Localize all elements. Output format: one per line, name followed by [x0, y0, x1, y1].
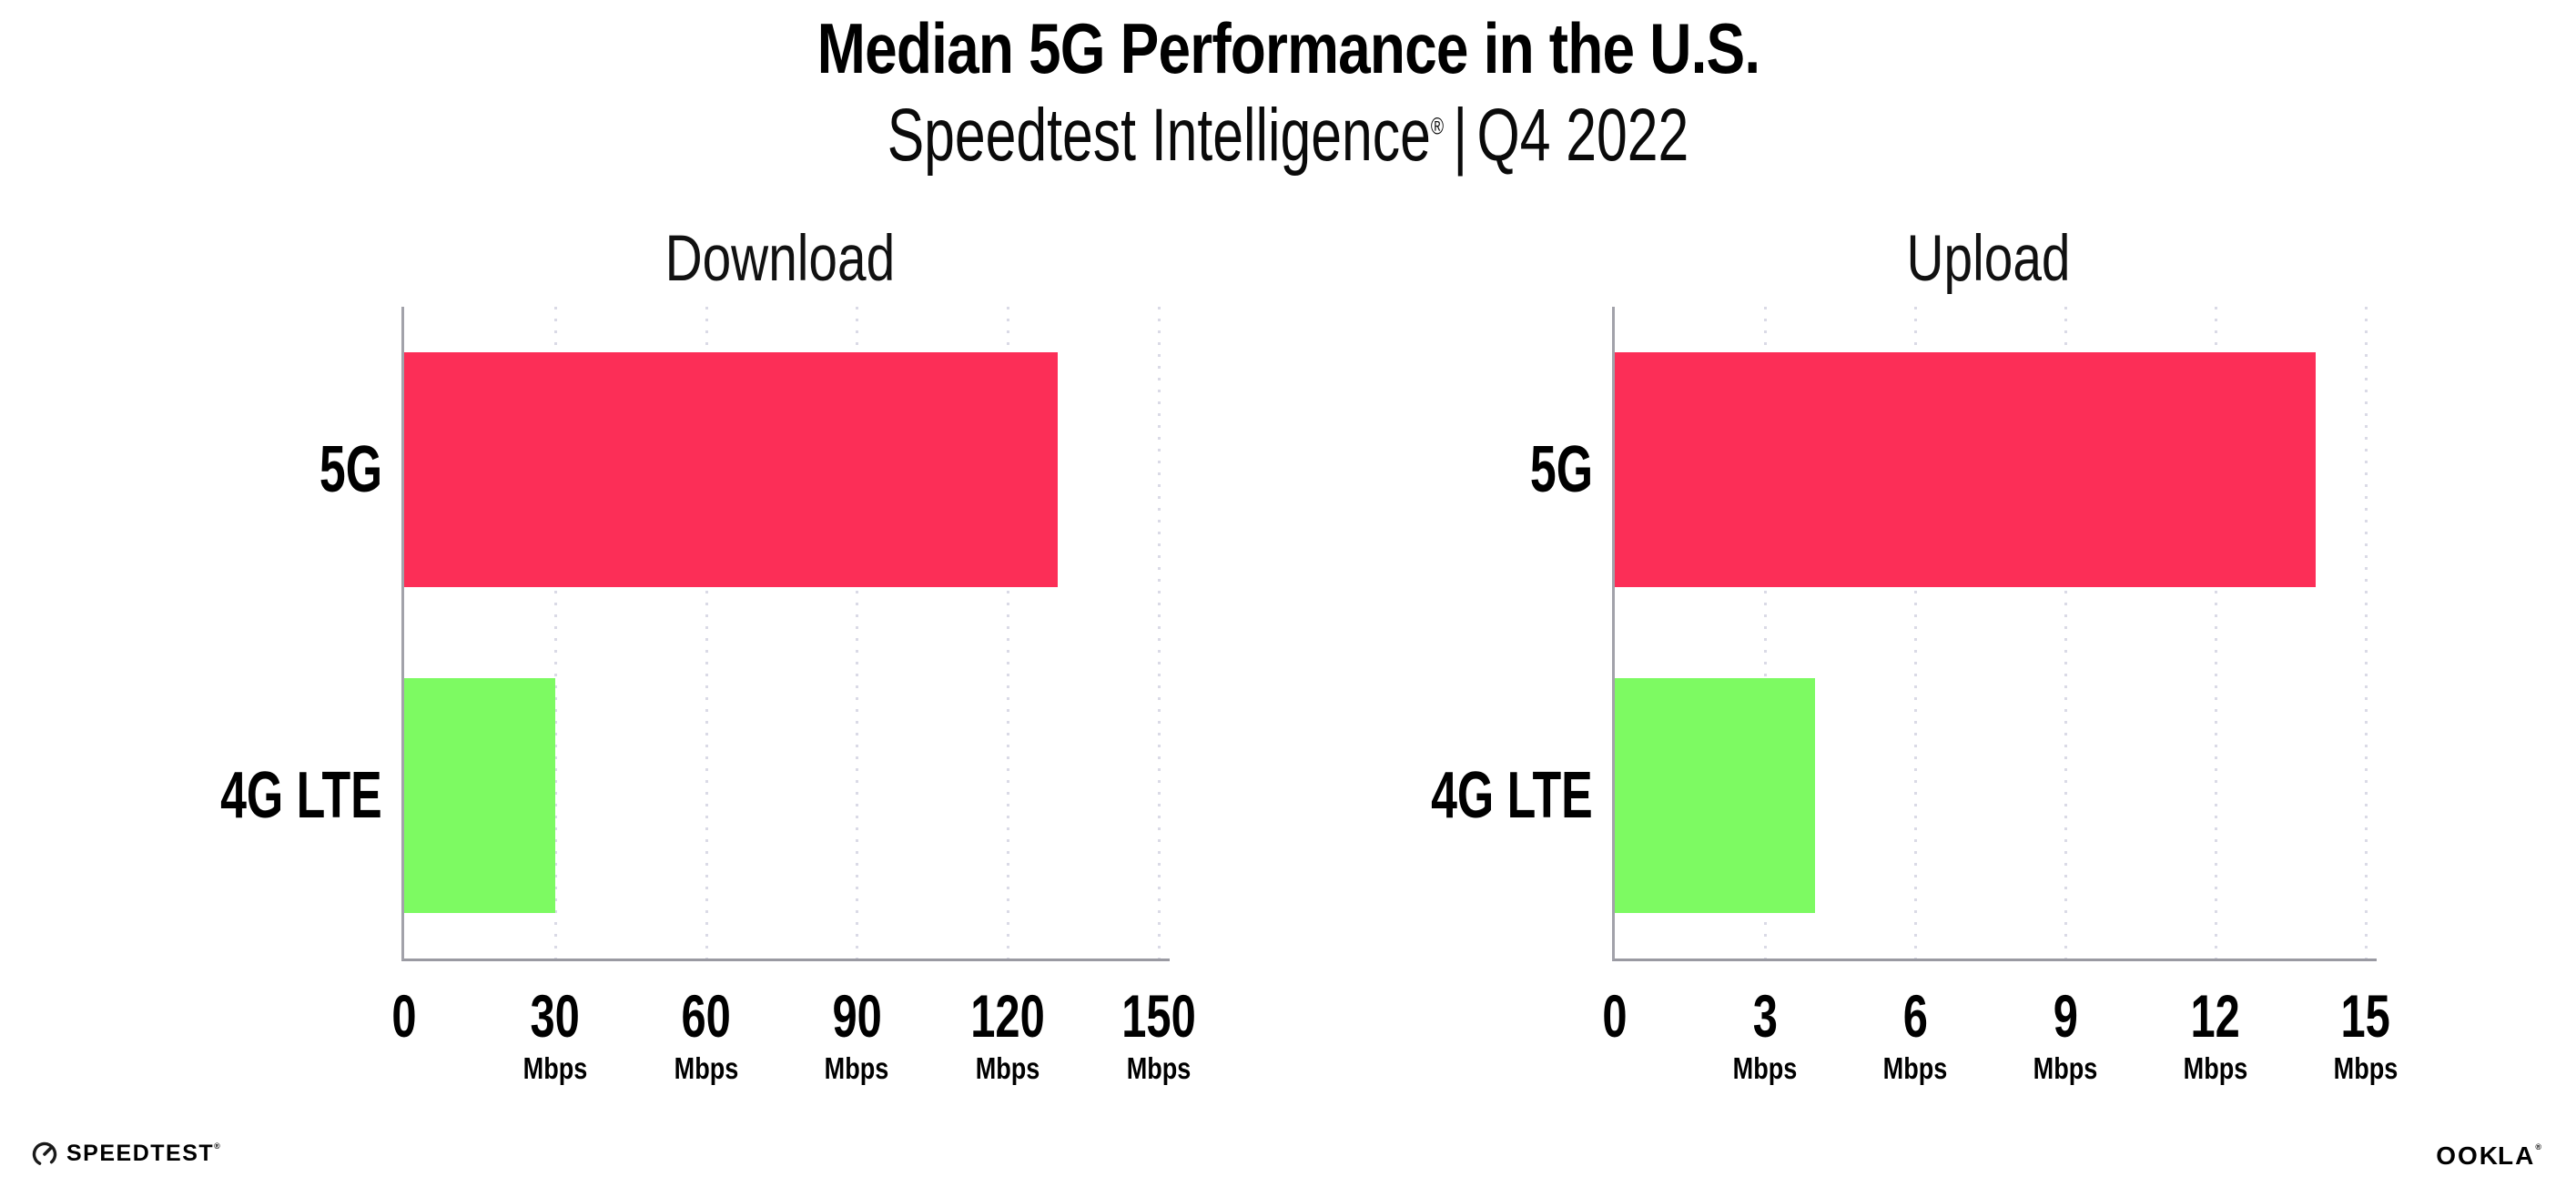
- x-axis-tick-label-60: 60 Mbps: [667, 986, 745, 1083]
- category-label-5g: 5G: [1529, 433, 1593, 506]
- gridline-15: [2365, 307, 2368, 959]
- subtitle-brand: Speedtest Intelligence: [887, 94, 1431, 177]
- bar-5g: [404, 352, 1059, 587]
- tick-value: 60: [681, 982, 731, 1050]
- x-axis-tick-label-150: 150 Mbps: [1109, 986, 1209, 1083]
- download-chart-title: Download: [664, 223, 896, 295]
- upload-chart-title: Upload: [1906, 223, 2070, 295]
- ookla-registered-mark: ®: [2535, 1142, 2543, 1151]
- x-axis-tick-label-90: 90 Mbps: [817, 986, 896, 1083]
- x-axis-tick-label-3: 3 Mbps: [1726, 986, 1804, 1083]
- upload-plot-area: 0 3 Mbps 6 Mbps 9 Mbps 12 Mbps 15 Mbps 5G 4G LTE: [1431, 307, 2398, 1083]
- ookla-wordmark-k: K: [2479, 1141, 2499, 1170]
- figure-subtitle: Speedtest Intelligence® | Q4 2022: [0, 98, 2576, 173]
- bar-5g: [1615, 352, 2316, 587]
- x-axis-tick-label-0: 0: [388, 986, 421, 1046]
- x-axis-tick-label-120: 120 Mbps: [958, 986, 1058, 1083]
- tick-value: 150: [1121, 982, 1196, 1050]
- x-axis-tick-label-12: 12 Mbps: [2176, 986, 2255, 1083]
- subtitle-separator: |: [1453, 94, 1468, 177]
- tick-value: 30: [530, 982, 580, 1050]
- tick-value: 6: [1902, 982, 1928, 1050]
- gridline-120: [1007, 307, 1010, 959]
- category-label-5g: 5G: [319, 433, 382, 506]
- category-label-4g-lte: 4G LTE: [1431, 759, 1593, 832]
- tick-value: 12: [2190, 982, 2241, 1050]
- tick-unit: Mbps: [2333, 1051, 2399, 1085]
- gridline-90: [856, 307, 859, 959]
- tick-unit: Mbps: [975, 1051, 1040, 1085]
- ookla-logo: OOKLA®: [2436, 1143, 2543, 1169]
- gridline-150: [1158, 307, 1161, 959]
- tick-value: 15: [2340, 982, 2391, 1050]
- download-plot-area: 0 30 Mbps 60 Mbps 90 Mbps 120 Mbps 150 Mbps 5G 4G LT…: [220, 307, 1196, 1083]
- ookla-wordmark-left: OO: [2436, 1141, 2480, 1170]
- speedtest-logo: SPEEDTEST®: [31, 1140, 221, 1167]
- x-axis-tick-label-9: 9 Mbps: [2026, 986, 2104, 1083]
- figure-title: Median 5G Performance in the U.S.: [0, 13, 2576, 84]
- tick-unit: Mbps: [674, 1051, 738, 1085]
- subtitle-text: Speedtest Intelligence® | Q4 2022: [887, 98, 1689, 173]
- tick-value: 0: [391, 982, 417, 1050]
- ookla-wordmark-right: LA: [2498, 1141, 2536, 1170]
- speedtest-wordmark: SPEEDTEST®: [66, 1140, 222, 1166]
- tick-unit: Mbps: [522, 1051, 588, 1085]
- tick-value: 9: [2053, 982, 2078, 1050]
- figure-title-text: Median 5G Performance in the U.S.: [816, 8, 1760, 88]
- speedtest-gauge-icon: [32, 1141, 57, 1167]
- bar-4g-lte: [404, 678, 555, 913]
- tick-value: 90: [832, 982, 882, 1050]
- tick-value: 0: [1602, 982, 1628, 1050]
- subtitle-period: Q4 2022: [1476, 94, 1689, 177]
- gridline-12: [2215, 307, 2217, 959]
- tick-value: 120: [970, 982, 1045, 1050]
- speedtest-registered-mark: ®: [214, 1141, 222, 1151]
- x-axis-tick-label-6: 6 Mbps: [1876, 986, 1954, 1083]
- category-label-4g-lte: 4G LTE: [220, 759, 382, 832]
- x-axis-tick-label-30: 30 Mbps: [516, 986, 594, 1083]
- tick-unit: Mbps: [1732, 1051, 1798, 1085]
- x-axis-tick-label-0: 0: [1598, 986, 1632, 1046]
- gridline-9: [2064, 307, 2067, 959]
- gridline-6: [1914, 307, 1917, 959]
- tick-unit: Mbps: [2183, 1051, 2248, 1085]
- tick-value: 3: [1752, 982, 1778, 1050]
- registered-mark-icon: ®: [1430, 112, 1445, 140]
- gridline-60: [705, 307, 708, 959]
- gridline-30: [553, 307, 557, 959]
- x-axis-tick-label-15: 15 Mbps: [2327, 986, 2405, 1083]
- tick-unit: Mbps: [825, 1051, 889, 1085]
- bar-4g-lte: [1615, 678, 1815, 913]
- tick-unit: Mbps: [1126, 1051, 1192, 1085]
- tick-unit: Mbps: [1882, 1051, 1948, 1085]
- gridline-3: [1764, 307, 1767, 959]
- tick-unit: Mbps: [2033, 1051, 2098, 1085]
